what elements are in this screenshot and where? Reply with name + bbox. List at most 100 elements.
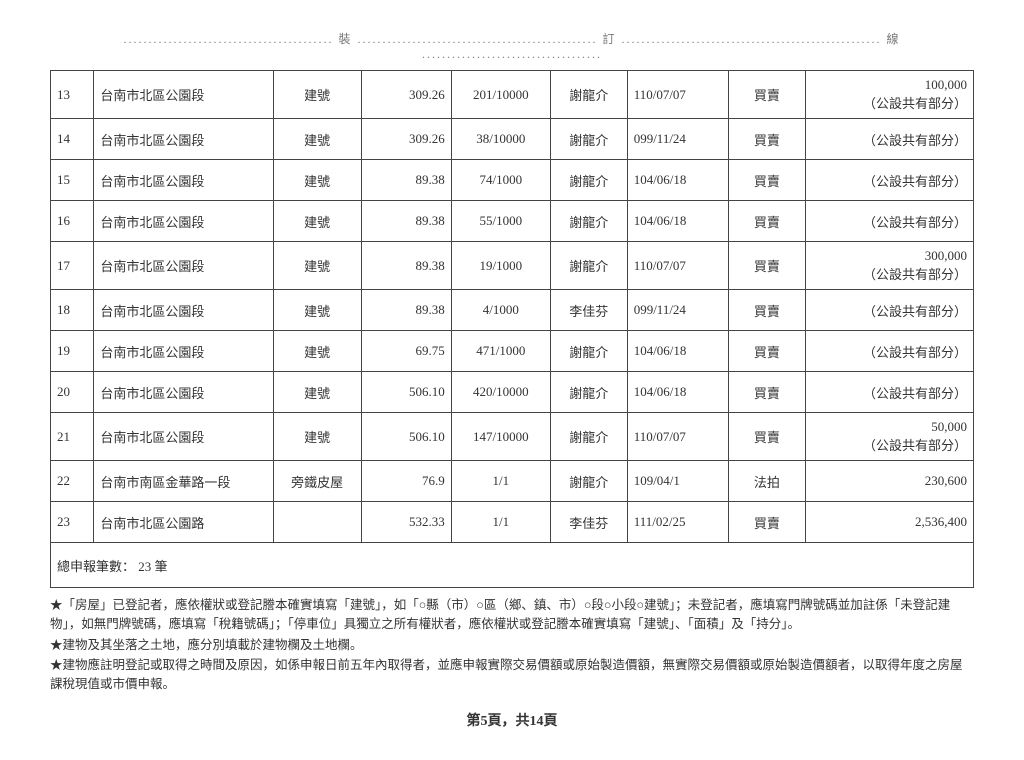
cell-frac: 19/1000	[451, 242, 550, 290]
cell-idx: 21	[51, 413, 94, 461]
cell-loc: 台南市北區公園段	[94, 413, 273, 461]
table-row: 17台南市北區公園段建號89.3819/1000謝龍介110/07/07買賣30…	[51, 242, 974, 290]
cell-loc: 台南市北區公園段	[94, 242, 273, 290]
cell-name: 李佳芬	[550, 290, 627, 331]
cell-name: 謝龍介	[550, 242, 627, 290]
note-amount: 100,000	[810, 77, 967, 93]
cell-idx: 18	[51, 290, 94, 331]
table-row: 16台南市北區公園段建號89.3855/1000謝龍介104/06/18買賣（公…	[51, 201, 974, 242]
cell-name: 謝龍介	[550, 201, 627, 242]
cell-loc: 台南市北區公園段	[94, 119, 273, 160]
note-remark: （公設共有部分）	[810, 130, 967, 149]
cell-name: 謝龍介	[550, 413, 627, 461]
cell-name: 謝龍介	[550, 71, 627, 119]
cell-name: 謝龍介	[550, 160, 627, 201]
cell-loc: 台南市南區金華路一段	[94, 461, 273, 502]
cell-type: 建號	[273, 160, 361, 201]
cell-frac: 55/1000	[451, 201, 550, 242]
cell-idx: 16	[51, 201, 94, 242]
footnote-3: ★建物應註明登記或取得之時間及原因，如係申報日前五年內取得者，並應申報實際交易價…	[50, 656, 974, 694]
cell-area: 532.33	[361, 502, 451, 543]
cell-idx: 14	[51, 119, 94, 160]
cell-name: 謝龍介	[550, 372, 627, 413]
cell-area: 506.10	[361, 413, 451, 461]
cell-loc: 台南市北區公園段	[94, 290, 273, 331]
cell-frac: 201/10000	[451, 71, 550, 119]
cell-date: 104/06/18	[627, 160, 728, 201]
cell-area: 89.38	[361, 201, 451, 242]
cell-idx: 19	[51, 331, 94, 372]
cell-loc: 台南市北區公園路	[94, 502, 273, 543]
note-remark: （公設共有部分）	[810, 93, 967, 112]
cell-type: 建號	[273, 242, 361, 290]
table-row: 20台南市北區公園段建號506.10420/10000謝龍介104/06/18買…	[51, 372, 974, 413]
cell-cause: 買賣	[729, 502, 806, 543]
cell-cause: 法拍	[729, 461, 806, 502]
cell-frac: 1/1	[451, 461, 550, 502]
cell-note: 2,536,400	[805, 502, 973, 543]
cell-loc: 台南市北區公園段	[94, 71, 273, 119]
table-row: 21台南市北區公園段建號506.10147/10000謝龍介110/07/07買…	[51, 413, 974, 461]
cell-type: 建號	[273, 413, 361, 461]
cell-area: 309.26	[361, 71, 451, 119]
summary-text: 總申報筆數： 23 筆	[51, 543, 974, 588]
cell-idx: 23	[51, 502, 94, 543]
table-row: 19台南市北區公園段建號69.75471/1000謝龍介104/06/18買賣（…	[51, 331, 974, 372]
cell-note: （公設共有部分）	[805, 119, 973, 160]
cell-cause: 買賣	[729, 242, 806, 290]
table-row: 23台南市北區公園路532.331/1李佳芬111/02/25買賣2,536,4…	[51, 502, 974, 543]
cell-type: 建號	[273, 290, 361, 331]
cell-cause: 買賣	[729, 160, 806, 201]
footnote-1: ★「房屋」已登記者，應依權狀或登記謄本確實填寫「建號」，如「○縣（市）○區（鄉、…	[50, 596, 974, 634]
cell-idx: 15	[51, 160, 94, 201]
cell-area: 89.38	[361, 290, 451, 331]
cell-name: 謝龍介	[550, 331, 627, 372]
cell-frac: 38/10000	[451, 119, 550, 160]
cell-type: 建號	[273, 71, 361, 119]
cell-cause: 買賣	[729, 331, 806, 372]
cell-idx: 20	[51, 372, 94, 413]
cell-frac: 4/1000	[451, 290, 550, 331]
cell-date: 110/07/07	[627, 71, 728, 119]
note-amount: 50,000	[810, 419, 967, 435]
cell-note: （公設共有部分）	[805, 290, 973, 331]
cell-cause: 買賣	[729, 413, 806, 461]
cell-cause: 買賣	[729, 201, 806, 242]
note-remark: （公設共有部分）	[810, 383, 967, 402]
page-number: 第5頁，共14頁	[50, 710, 974, 730]
cell-area: 69.75	[361, 331, 451, 372]
binding-marks: ........................................…	[50, 30, 974, 62]
cell-area: 89.38	[361, 242, 451, 290]
cell-note: （公設共有部分）	[805, 201, 973, 242]
cell-frac: 74/1000	[451, 160, 550, 201]
cell-date: 109/04/1	[627, 461, 728, 502]
cell-area: 506.10	[361, 372, 451, 413]
note-remark: （公設共有部分）	[810, 171, 967, 190]
cell-type: 建號	[273, 331, 361, 372]
table-row: 15台南市北區公園段建號89.3874/1000謝龍介104/06/18買賣（公…	[51, 160, 974, 201]
note-amount: 230,600	[810, 473, 967, 489]
cell-note: 50,000（公設共有部分）	[805, 413, 973, 461]
footnote-2: ★建物及其坐落之土地，應分別填載於建物欄及土地欄。	[50, 636, 974, 655]
cell-note: 300,000（公設共有部分）	[805, 242, 973, 290]
cell-frac: 147/10000	[451, 413, 550, 461]
cell-type: 旁鐵皮屋	[273, 461, 361, 502]
cell-date: 110/07/07	[627, 242, 728, 290]
cell-area: 89.38	[361, 160, 451, 201]
cell-note: （公設共有部分）	[805, 372, 973, 413]
table-row: 22台南市南區金華路一段旁鐵皮屋76.91/1謝龍介109/04/1法拍230,…	[51, 461, 974, 502]
note-remark: （公設共有部分）	[810, 264, 967, 283]
cell-date: 099/11/24	[627, 290, 728, 331]
cell-idx: 22	[51, 461, 94, 502]
property-table: 13台南市北區公園段建號309.26201/10000謝龍介110/07/07買…	[50, 70, 974, 588]
cell-note: 230,600	[805, 461, 973, 502]
cell-note: 100,000（公設共有部分）	[805, 71, 973, 119]
cell-loc: 台南市北區公園段	[94, 331, 273, 372]
cell-area: 309.26	[361, 119, 451, 160]
note-remark: （公設共有部分）	[810, 212, 967, 231]
cell-date: 104/06/18	[627, 331, 728, 372]
note-amount: 300,000	[810, 248, 967, 264]
cell-cause: 買賣	[729, 372, 806, 413]
cell-loc: 台南市北區公園段	[94, 160, 273, 201]
cell-note: （公設共有部分）	[805, 160, 973, 201]
